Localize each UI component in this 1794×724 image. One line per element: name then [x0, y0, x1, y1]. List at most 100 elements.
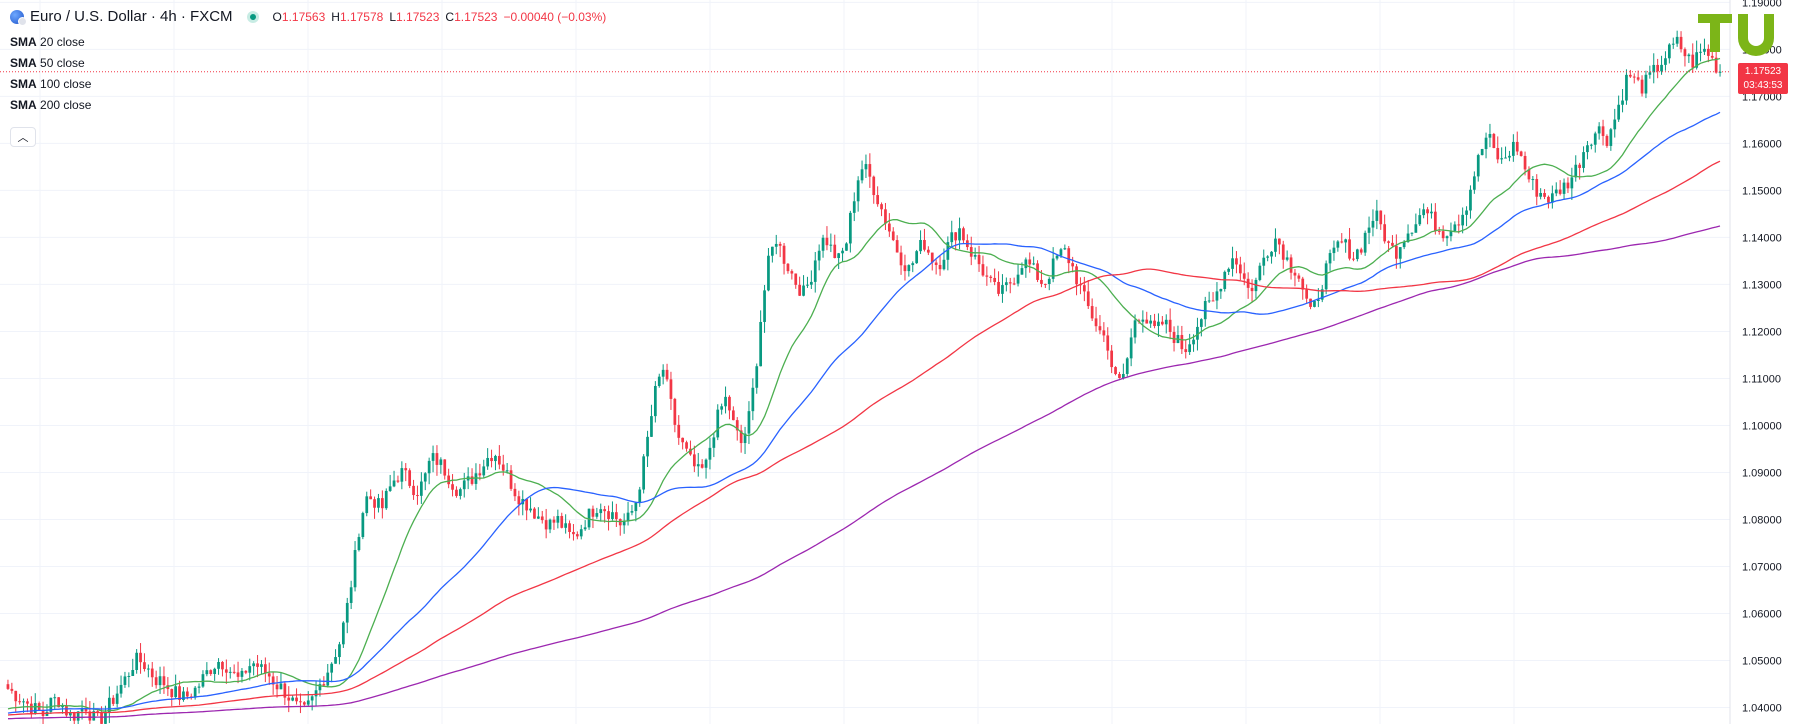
candle [568, 520, 571, 539]
candle [981, 255, 985, 277]
candle-body [989, 276, 993, 278]
candle-body [1355, 249, 1359, 260]
candle-body [677, 424, 681, 438]
candle [1309, 298, 1312, 310]
candle-body [1024, 259, 1028, 269]
indicator-sma-200[interactable]: SMA 200 close [10, 98, 92, 112]
candle [1496, 136, 1500, 164]
candle [739, 424, 743, 453]
candle-body [154, 677, 158, 686]
candle [76, 711, 80, 724]
candle [146, 664, 150, 678]
candle-body [536, 516, 540, 519]
candle [1118, 371, 1121, 379]
candle-body [338, 644, 341, 658]
candle-body [1344, 239, 1348, 243]
candle [1476, 153, 1480, 182]
candle-body [100, 712, 103, 724]
candle-body [642, 456, 646, 490]
candle [657, 373, 661, 388]
candle [10, 682, 14, 694]
candle [1519, 150, 1523, 157]
candle-body [962, 228, 965, 241]
collapse-legend-button[interactable]: ︿ [10, 127, 36, 147]
candle-body [786, 263, 790, 272]
candle [607, 505, 610, 531]
candle-body [162, 676, 166, 686]
candle-body [221, 661, 224, 670]
candle-body [33, 703, 37, 714]
candle-body [1157, 321, 1160, 327]
candle [782, 243, 786, 275]
candle-body [88, 711, 92, 721]
candle-body [934, 262, 938, 265]
candle-body [634, 502, 638, 512]
candle [1266, 255, 1270, 262]
sma-line-50 [7, 111, 1721, 714]
candle-body [470, 476, 474, 484]
candle-body [837, 253, 841, 258]
candle [240, 667, 244, 683]
candle-body [497, 455, 501, 465]
candle-body [1270, 251, 1273, 257]
candle-body [228, 671, 232, 673]
candle-body [1601, 126, 1605, 136]
price-tick-label: 1.11000 [1742, 373, 1781, 385]
candle [1453, 221, 1457, 232]
candle-body [1149, 320, 1153, 324]
candle-body [318, 684, 322, 691]
candle-body [1703, 48, 1706, 52]
candle [1223, 270, 1227, 292]
indicator-sma-20[interactable]: SMA 20 close [10, 35, 85, 49]
candle-body [735, 420, 739, 431]
candle [1367, 216, 1371, 245]
candle [517, 490, 521, 516]
candle-body [1207, 300, 1211, 302]
candle-body [533, 508, 536, 519]
candle [1472, 171, 1476, 194]
candle-body [1328, 253, 1332, 264]
candle-body [650, 416, 653, 437]
candle [595, 507, 599, 519]
candle-body [423, 473, 427, 482]
indicator-sma-100[interactable]: SMA 100 close [10, 77, 92, 91]
candle-body [111, 697, 115, 704]
candle-body [1266, 256, 1270, 258]
candle [256, 654, 259, 678]
candle-body [716, 409, 720, 438]
candle-body [525, 498, 529, 511]
indicator-sma-50[interactable]: SMA 50 close [10, 56, 85, 70]
candle [1550, 185, 1554, 209]
market-status-icon[interactable] [246, 10, 259, 23]
candle [104, 705, 107, 724]
candle-body [1628, 74, 1632, 77]
candle-body [724, 396, 727, 407]
candle [650, 404, 653, 437]
candle [1289, 254, 1293, 280]
candle [899, 245, 903, 275]
candle-body [622, 521, 626, 526]
candle-body [1047, 278, 1051, 285]
candle [1231, 246, 1234, 277]
candle [946, 236, 950, 271]
candle-body [1102, 330, 1106, 336]
last-price-label: 1.17523 [1744, 65, 1782, 77]
candle-body [252, 663, 256, 667]
candle [1090, 298, 1094, 322]
candle-body [427, 460, 431, 474]
candle [852, 192, 856, 222]
candle [642, 454, 646, 494]
euro-dollar-flag-icon[interactable] [10, 9, 27, 26]
candle-body [946, 242, 950, 260]
symbol-title[interactable]: Euro / U.S. Dollar · 4h · FXCM [30, 8, 233, 25]
candle [1203, 296, 1207, 327]
candle-body [482, 466, 486, 476]
candle-body [197, 686, 201, 688]
candle [1601, 119, 1605, 146]
candle-body [408, 470, 412, 486]
candle-body [400, 468, 404, 482]
candle-body [185, 691, 189, 697]
indicator-legend: SMA 20 close SMA 50 close SMA 100 close … [10, 32, 91, 116]
